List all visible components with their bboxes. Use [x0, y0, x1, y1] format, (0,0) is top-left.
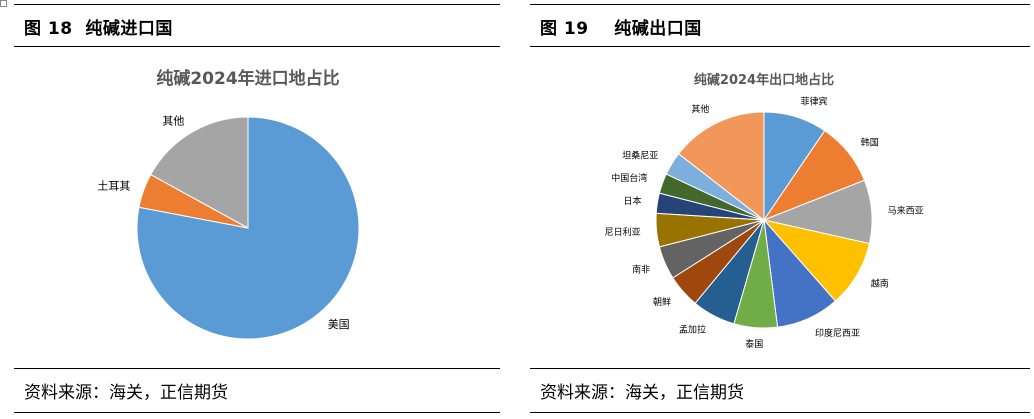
slice-label: 泰国 [745, 338, 763, 350]
source-note: 资料来源：海关，正信期货 [540, 383, 744, 403]
title-rule [14, 46, 500, 47]
slice-label: 马来西亚 [888, 205, 924, 216]
slice-label: 美国 [328, 318, 350, 331]
slice-label: 韩国 [861, 137, 879, 149]
pie-slice [150, 116, 249, 229]
top-rule [530, 4, 1030, 5]
pie-slice [677, 111, 765, 222]
slice-label: 南非 [632, 263, 650, 275]
source-rule [14, 368, 500, 369]
slice-label: 日本 [623, 195, 641, 207]
slice-label: 其他 [691, 103, 709, 115]
corner-marker [0, 0, 7, 7]
figure-18-panel: 图 18 纯碱进口国 纯碱2024年进口地占比美国 土耳其 其他 资料来源：海关，正… [14, 0, 500, 419]
figure-title: 图 19 纯碱出口国 [540, 19, 702, 39]
source-rule [530, 368, 1030, 369]
chart-title: 纯碱2024年出口地占比 [694, 72, 834, 88]
top-rule [14, 4, 500, 5]
slice-label: 菲律宾 [801, 96, 828, 108]
slice-label: 越南 [871, 277, 889, 289]
title-rule [530, 46, 1030, 47]
slice-label: 尼日利亚 [605, 226, 641, 238]
slice-label: 土耳其 [97, 180, 130, 193]
figure-19-panel: 图 19 纯碱出口国 纯碱2024年出口地占比菲律宾韩国马来西亚越南印度尼西亚泰… [530, 0, 1030, 419]
source-note: 资料来源：海关，正信期货 [24, 383, 228, 403]
slice-label: 中国台湾 [611, 172, 647, 184]
end-rule [530, 412, 1030, 413]
slice-label: 其他 [162, 114, 184, 127]
slice-label: 印度尼西亚 [815, 327, 860, 339]
chart-title: 纯碱2024年进口地占比 [156, 68, 339, 89]
slice-label: 朝鲜 [653, 296, 671, 308]
figure-title: 图 18 纯碱进口国 [24, 19, 173, 39]
slice-label: 坦桑尼亚 [622, 150, 658, 161]
slice-label: 孟加拉 [679, 324, 706, 336]
end-rule [14, 412, 500, 413]
